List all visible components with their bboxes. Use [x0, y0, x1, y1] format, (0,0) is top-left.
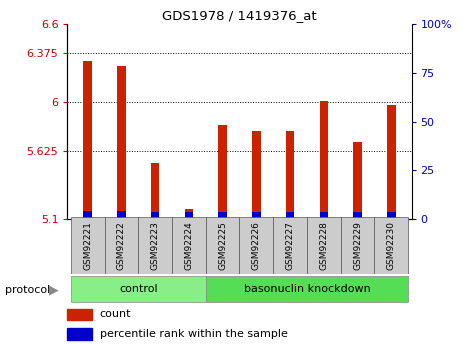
Bar	[353, 212, 362, 219]
Text: GSM92226: GSM92226	[252, 221, 261, 270]
Text: GSM92224: GSM92224	[184, 221, 193, 270]
Bar	[117, 66, 126, 219]
FancyBboxPatch shape	[105, 217, 138, 274]
Bar	[319, 101, 328, 219]
Bar	[185, 209, 193, 219]
Text: ▶: ▶	[49, 283, 58, 296]
Text: GSM92230: GSM92230	[387, 221, 396, 270]
FancyBboxPatch shape	[172, 217, 206, 274]
Text: protocol: protocol	[5, 285, 50, 295]
Bar	[387, 105, 396, 219]
Text: GSM92227: GSM92227	[286, 221, 295, 270]
Bar	[286, 131, 294, 219]
Bar	[252, 212, 260, 219]
FancyBboxPatch shape	[138, 217, 172, 274]
Bar	[219, 125, 227, 219]
Text: GSM92229: GSM92229	[353, 221, 362, 270]
Bar	[286, 212, 294, 219]
Bar	[353, 142, 362, 219]
FancyBboxPatch shape	[206, 217, 239, 274]
Bar	[319, 212, 328, 219]
Bar	[387, 212, 396, 219]
Bar	[252, 131, 260, 219]
Bar	[151, 163, 159, 219]
FancyBboxPatch shape	[239, 217, 273, 274]
Bar	[83, 60, 92, 219]
FancyBboxPatch shape	[374, 217, 408, 274]
Text: GSM92222: GSM92222	[117, 221, 126, 270]
Bar	[83, 211, 92, 219]
FancyBboxPatch shape	[71, 217, 105, 274]
Text: GSM92223: GSM92223	[151, 221, 159, 270]
Bar	[117, 211, 126, 219]
Bar	[67, 308, 92, 320]
FancyBboxPatch shape	[206, 276, 408, 302]
FancyBboxPatch shape	[341, 217, 374, 274]
Title: GDS1978 / 1419376_at: GDS1978 / 1419376_at	[162, 9, 317, 22]
Bar	[67, 328, 92, 340]
FancyBboxPatch shape	[307, 217, 341, 274]
Text: GSM92225: GSM92225	[218, 221, 227, 270]
Text: control: control	[119, 284, 158, 294]
Text: basonuclin knockdown: basonuclin knockdown	[244, 284, 370, 294]
Text: percentile rank within the sample: percentile rank within the sample	[100, 329, 287, 339]
Text: GSM92221: GSM92221	[83, 221, 92, 270]
Text: GSM92228: GSM92228	[319, 221, 328, 270]
FancyBboxPatch shape	[71, 276, 206, 302]
Bar	[151, 212, 159, 219]
FancyBboxPatch shape	[273, 217, 307, 274]
Bar	[185, 212, 193, 219]
Bar	[219, 212, 227, 219]
Text: count: count	[100, 309, 131, 319]
